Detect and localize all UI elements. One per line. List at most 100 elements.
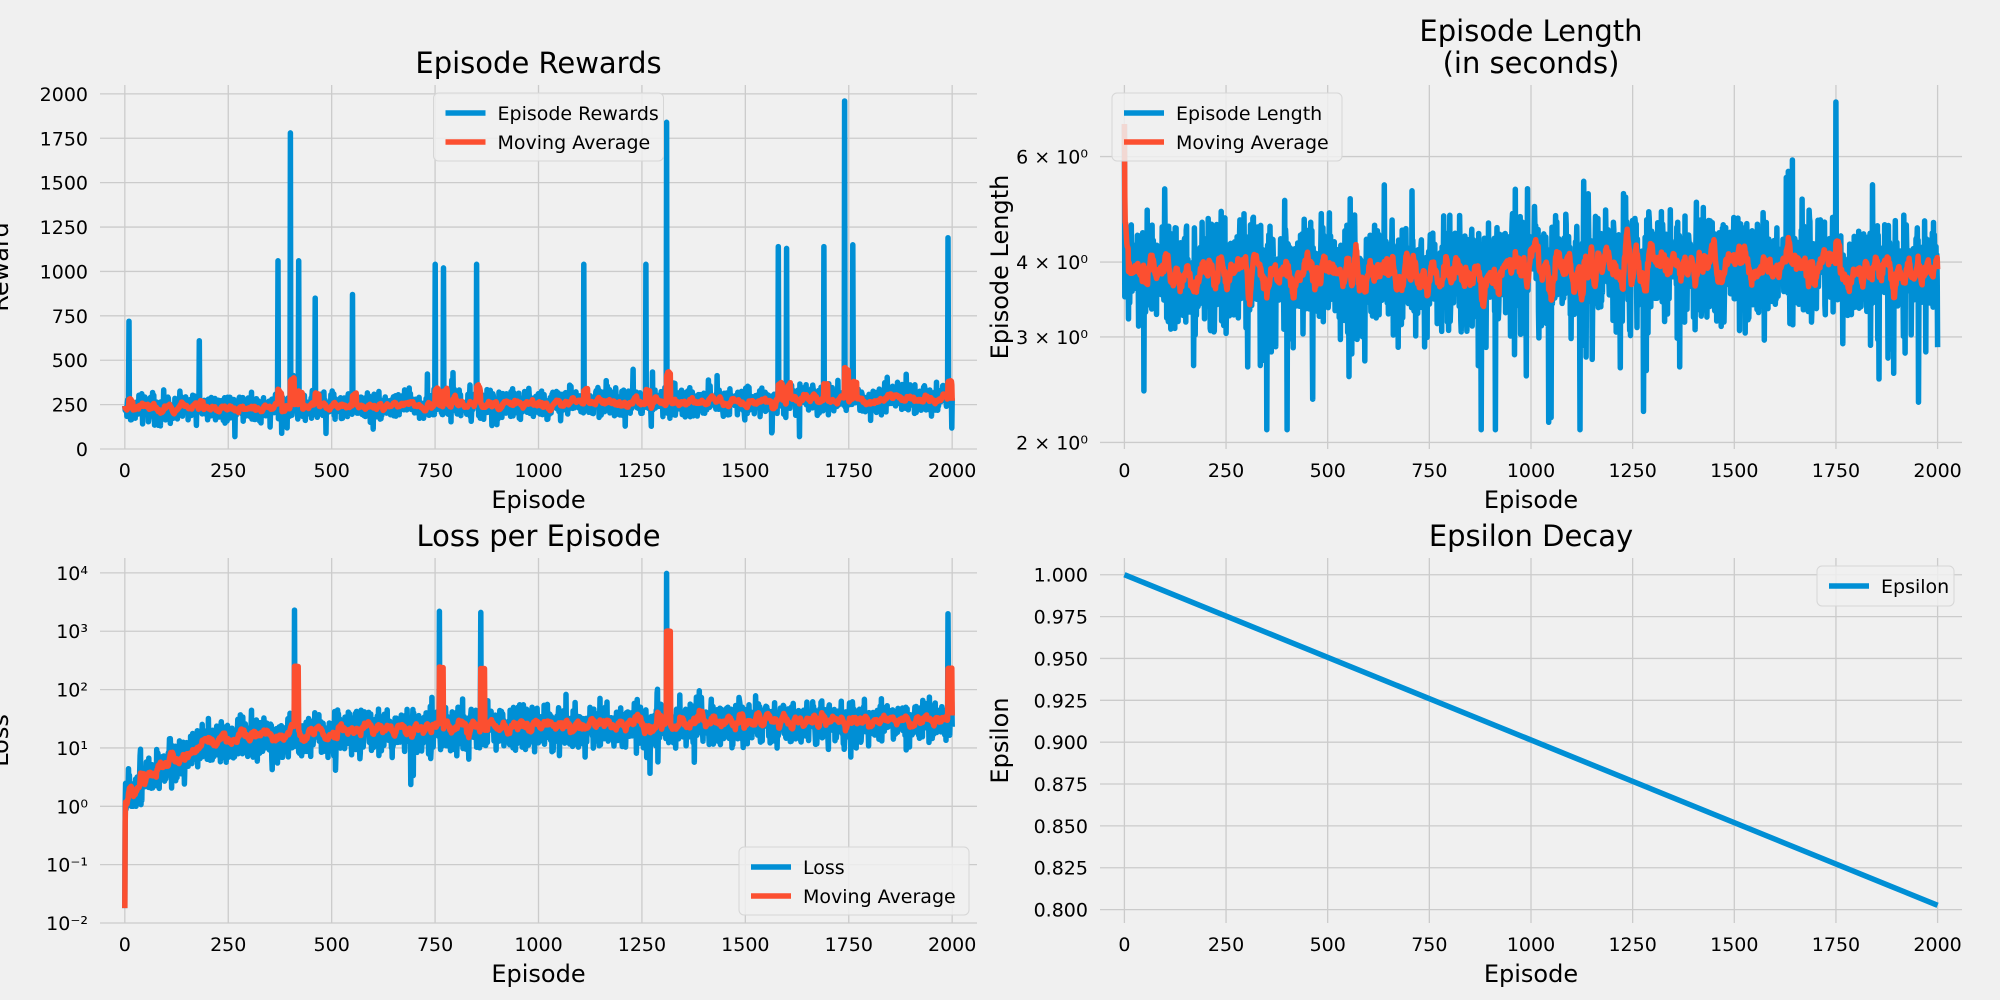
y-tick-label: 0.875 (1034, 774, 1088, 796)
x-tick-label: 750 (1411, 934, 1447, 956)
x-tick-label: 2000 (1913, 934, 1961, 956)
y-tick-label: 10² (56, 680, 88, 702)
x-tick-label: 500 (1310, 460, 1346, 482)
y-tick-label: 0.900 (1034, 732, 1088, 754)
x-tick-label: 750 (1411, 460, 1447, 482)
x-tick-label: 1500 (721, 934, 769, 956)
chart-panel-4: 0 250 500 750 1000 1250 1500 1750 2000 0.800 0.825… (986, 519, 1962, 988)
legend-label: Loss (803, 857, 845, 879)
x-axis-label: Episode (1484, 960, 1578, 988)
x-tick-label: 1000 (1507, 460, 1555, 482)
series-line-2 (122, 628, 955, 909)
y-tick-label: 750 (52, 306, 88, 328)
series-line-1 (1123, 572, 1939, 908)
legend-box (1816, 565, 1955, 607)
y-tick-label: 10⁻¹ (46, 855, 88, 877)
legend: Epsilon (1816, 565, 1955, 607)
legend: Episode Rewards Moving Average (433, 92, 664, 162)
chart-panel-2: 0 250 500 750 1000 1250 1500 1750 2000 2 × 10⁰ 3 ×… (986, 14, 1962, 514)
chart-title: Loss per Episode (416, 519, 660, 553)
chart-title: (in seconds) (1443, 46, 1620, 80)
chart-title: Epsilon Decay (1429, 519, 1633, 553)
y-tick-label: 2 × 10⁰ (1016, 432, 1088, 454)
x-tick-label: 1250 (618, 934, 666, 956)
y-tick-label: 1000 (40, 261, 88, 283)
y-tick-label: 1.000 (1034, 565, 1088, 587)
x-tick-label: 1000 (1507, 934, 1555, 956)
legend-box (433, 92, 664, 162)
chart-panel-3: 0 250 500 750 1000 1250 1500 1750 2000 10⁻² 10⁻¹ 10… (0, 519, 977, 988)
y-tick-label: 0 (76, 439, 88, 461)
legend-label: Moving Average (498, 132, 651, 154)
x-tick-label: 500 (314, 934, 350, 956)
y-tick-label: 10⁻² (46, 913, 88, 935)
x-tick-label: 1500 (1710, 934, 1758, 956)
x-tick-label: 1250 (618, 460, 666, 482)
y-tick-label: 3 × 10⁰ (1016, 327, 1088, 349)
x-tick-label: 0 (1118, 934, 1130, 956)
y-tick-label: 2000 (40, 84, 88, 106)
y-tick-label: 10³ (56, 621, 88, 643)
y-tick-label: 10⁴ (56, 563, 88, 585)
x-tick-label: 750 (417, 460, 453, 482)
legend-label: Moving Average (1176, 132, 1329, 154)
y-tick-label: 0.850 (1034, 816, 1088, 838)
x-tick-label: 0 (119, 460, 131, 482)
x-tick-label: 2000 (928, 460, 976, 482)
chart-panel-1: 0 250 500 750 1000 1250 1500 1750 2000 0 250 500 750… (0, 46, 977, 514)
legend: Loss Moving Average (738, 846, 970, 916)
chart-title: Episode Rewards (415, 46, 661, 80)
legend: Episode Length Moving Average (1111, 92, 1343, 162)
y-tick-label: 1750 (40, 128, 88, 150)
x-tick-label: 250 (210, 460, 246, 482)
x-axis-label: Episode (491, 960, 585, 988)
y-tick-label: 10⁰ (56, 796, 88, 818)
y-tick-label: 0.950 (1034, 648, 1088, 670)
y-tick-label: 1250 (40, 217, 88, 239)
x-tick-label: 1750 (1812, 934, 1860, 956)
x-tick-label: 1750 (1812, 460, 1860, 482)
x-tick-label: 2000 (928, 934, 976, 956)
y-tick-label: 0.925 (1034, 690, 1088, 712)
y-axis-label: Episode Length (986, 175, 1014, 360)
legend-label: Episode Length (1176, 103, 1322, 125)
x-tick-label: 1000 (514, 934, 562, 956)
legend-box (1111, 92, 1343, 162)
y-axis-label: Epsilon (986, 697, 1014, 783)
x-tick-label: 500 (1310, 934, 1346, 956)
y-tick-label: 4 × 10⁰ (1016, 252, 1088, 274)
legend-label: Epsilon (1881, 576, 1949, 598)
y-tick-label: 10¹ (56, 738, 88, 760)
x-tick-label: 250 (1208, 934, 1244, 956)
x-tick-label: 2000 (1913, 460, 1961, 482)
x-tick-label: 1500 (1710, 460, 1758, 482)
y-tick-label: 0.975 (1034, 607, 1088, 629)
x-tick-label: 250 (210, 934, 246, 956)
x-tick-label: 1000 (514, 460, 562, 482)
y-tick-label: 250 (52, 395, 88, 417)
y-tick-label: 6 × 10⁰ (1016, 147, 1088, 169)
x-tick-label: 0 (119, 934, 131, 956)
x-tick-label: 1250 (1608, 934, 1656, 956)
y-tick-label: 0.825 (1034, 858, 1088, 880)
legend-label: Episode Rewards (498, 103, 659, 125)
chart-title: Episode Length (1419, 14, 1642, 48)
y-axis-label: Loss (0, 714, 14, 767)
y-tick-label: 500 (52, 350, 88, 372)
y-axis-label: Reward (0, 222, 14, 311)
y-tick-label: 0.800 (1034, 900, 1088, 922)
x-tick-label: 750 (417, 934, 453, 956)
y-tick-label: 1500 (40, 173, 88, 195)
x-axis-label: Episode (491, 486, 585, 514)
x-tick-label: 1750 (825, 460, 873, 482)
series-line-2 (122, 364, 955, 417)
x-tick-label: 1500 (721, 460, 769, 482)
legend-box (738, 846, 970, 916)
x-tick-label: 500 (314, 460, 350, 482)
x-tick-label: 0 (1118, 460, 1130, 482)
x-tick-label: 1250 (1608, 460, 1656, 482)
x-axis-label: Episode (1484, 486, 1578, 514)
x-tick-label: 250 (1208, 460, 1244, 482)
